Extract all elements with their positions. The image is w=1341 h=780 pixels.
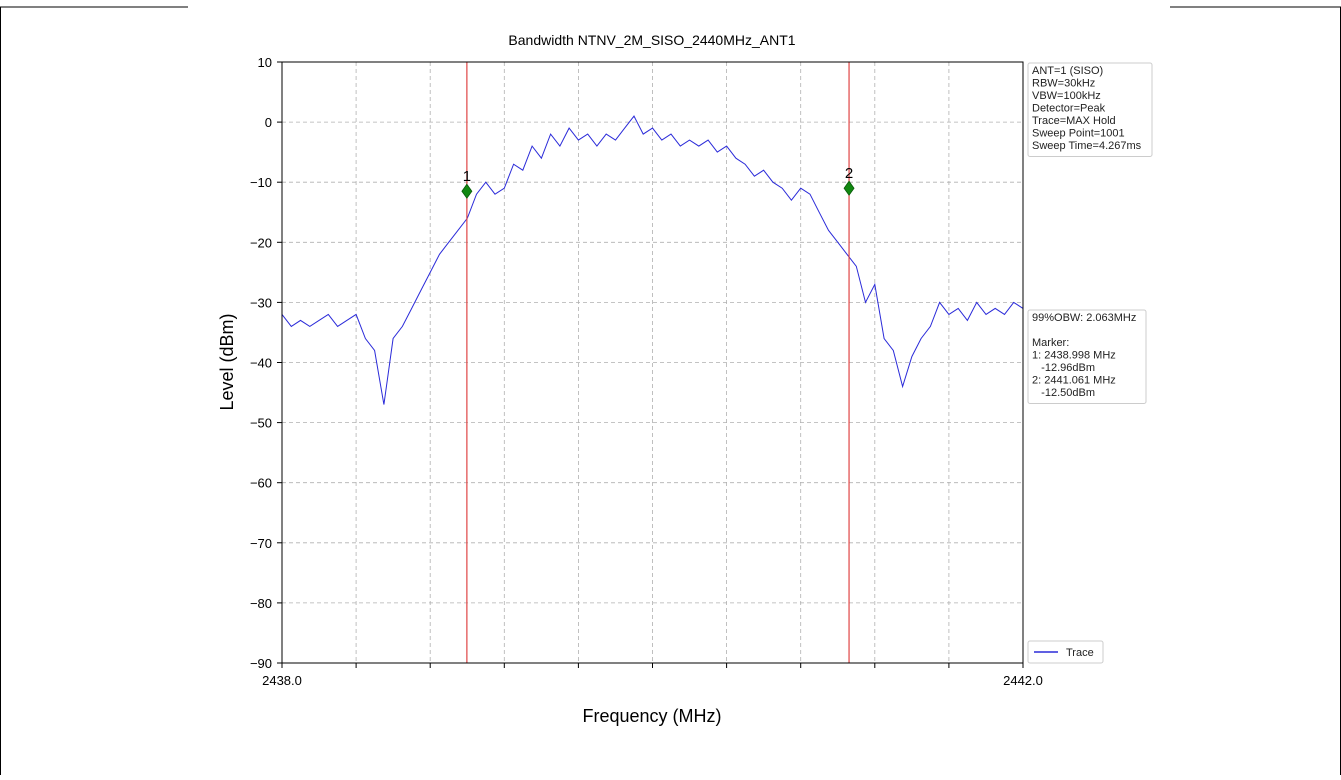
obw-box: 99%OBW: 2.063MHz Marker:1: 2438.998 MHz -… <box>1028 310 1146 404</box>
y-ticks: 10 0 −10 −20 −30 −40 −50 −60 −70 −80 −90 <box>250 55 282 671</box>
marker-point <box>462 184 472 198</box>
grid <box>282 62 1023 663</box>
y-tick-label: −10 <box>250 175 272 190</box>
x-tick-label: 2442.0 <box>1003 673 1043 688</box>
chart-title: Bandwidth NTNV_2M_SISO_2440MHz_ANT1 <box>508 32 795 48</box>
obw-box-line: Marker: <box>1032 337 1069 349</box>
info-box-line: ANT=1 (SISO) <box>1032 65 1103 77</box>
obw-box-line: 99%OBW: 2.063MHz <box>1032 312 1136 324</box>
obw-box-line: 1: 2438.998 MHz <box>1032 350 1116 362</box>
y-tick-label: −80 <box>250 596 272 611</box>
y-tick-label: −20 <box>250 235 272 250</box>
y-tick-label: −90 <box>250 656 272 671</box>
y-tick-label: −70 <box>250 536 272 551</box>
obw-box-line: -12.96dBm <box>1032 362 1095 374</box>
y-tick-label: −40 <box>250 356 272 371</box>
plot-frame <box>282 62 1023 663</box>
marker-label: 2 <box>845 165 853 182</box>
y-tick-label: −30 <box>250 295 272 310</box>
legend-label: Trace <box>1066 647 1094 659</box>
info-box-line: Detector=Peak <box>1032 103 1106 115</box>
info-box-line: Sweep Time=4.267ms <box>1032 140 1142 152</box>
y-tick-label: 10 <box>258 55 272 70</box>
marker-point <box>844 181 854 195</box>
legend: Trace <box>1028 641 1103 663</box>
x-axis-label: Frequency (MHz) <box>582 706 721 726</box>
obw-box-line: -12.50dBm <box>1032 387 1095 399</box>
x-ticks: 2438.0 2442.0 <box>262 663 1043 688</box>
y-tick-label: −60 <box>250 476 272 491</box>
y-tick-label: 0 <box>265 115 272 130</box>
info-box-line: RBW=30kHz <box>1032 78 1095 90</box>
obw-box-line: 2: 2441.061 MHz <box>1032 375 1116 387</box>
x-tick-label: 2438.0 <box>262 673 302 688</box>
info-box-line: Trace=MAX Hold <box>1032 115 1116 127</box>
info-box-line: VBW=100kHz <box>1032 90 1101 102</box>
info-box-line: Sweep Point=1001 <box>1032 128 1125 140</box>
y-axis-label: Level (dBm) <box>217 313 237 410</box>
info-box: ANT=1 (SISO)RBW=30kHzVBW=100kHzDetector=… <box>1028 63 1152 157</box>
y-tick-label: −50 <box>250 416 272 431</box>
marker-label: 1 <box>463 168 471 185</box>
